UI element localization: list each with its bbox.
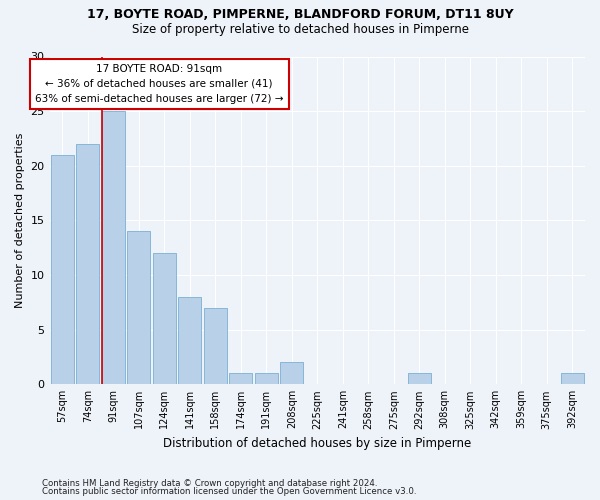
Bar [561, 374, 584, 384]
Text: 17 BOYTE ROAD: 91sqm
← 36% of detached houses are smaller (41)
63% of semi-detac: 17 BOYTE ROAD: 91sqm ← 36% of detached h… [35, 64, 283, 104]
X-axis label: Distribution of detached houses by size in Pimperne: Distribution of detached houses by size … [163, 437, 472, 450]
Bar [255, 374, 278, 384]
Text: 17, BOYTE ROAD, PIMPERNE, BLANDFORD FORUM, DT11 8UY: 17, BOYTE ROAD, PIMPERNE, BLANDFORD FORU… [86, 8, 514, 20]
Y-axis label: Number of detached properties: Number of detached properties [15, 132, 25, 308]
Bar [51, 155, 74, 384]
Bar [204, 308, 227, 384]
Bar [127, 232, 150, 384]
Bar [153, 253, 176, 384]
Bar [280, 362, 303, 384]
Text: Contains HM Land Registry data © Crown copyright and database right 2024.: Contains HM Land Registry data © Crown c… [42, 478, 377, 488]
Bar [229, 374, 252, 384]
Bar [408, 374, 431, 384]
Bar [178, 297, 201, 384]
Text: Size of property relative to detached houses in Pimperne: Size of property relative to detached ho… [131, 22, 469, 36]
Bar [102, 111, 125, 384]
Text: Contains public sector information licensed under the Open Government Licence v3: Contains public sector information licen… [42, 487, 416, 496]
Bar [76, 144, 99, 384]
